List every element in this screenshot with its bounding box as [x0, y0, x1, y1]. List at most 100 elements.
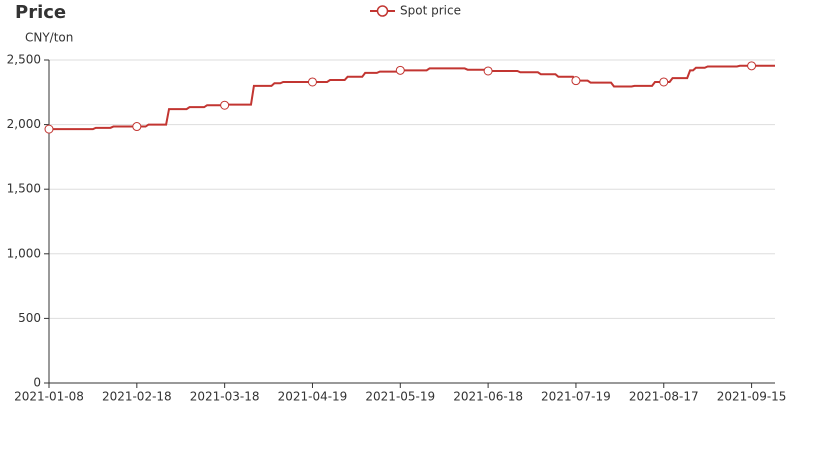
data-point [297, 81, 299, 83]
data-point [768, 65, 770, 67]
data-point [747, 61, 757, 71]
data-point [107, 127, 109, 129]
series-line [49, 64, 775, 131]
data-point [543, 73, 545, 75]
data-point [478, 69, 480, 71]
data-point [156, 124, 158, 126]
data-point [80, 128, 82, 130]
data-point [171, 108, 173, 110]
data-point [710, 65, 712, 67]
data-point [475, 69, 477, 71]
data-point [701, 67, 703, 69]
data-point [279, 82, 281, 84]
data-point [590, 82, 592, 84]
data-point [546, 73, 548, 75]
data-point [505, 70, 507, 72]
data-point [736, 65, 738, 67]
data-point [206, 104, 208, 106]
data-point [470, 69, 472, 71]
data-point [566, 76, 568, 78]
y-tick-label: 1,500 [7, 182, 41, 196]
data-point [244, 104, 246, 106]
data-point [238, 104, 240, 106]
data-point [672, 77, 674, 79]
legend-label: Spot price [400, 4, 461, 18]
data-point [142, 126, 144, 128]
data-point [648, 85, 650, 87]
data-point [361, 76, 363, 78]
data-point [54, 128, 56, 130]
data-point [628, 85, 630, 87]
data-point [139, 126, 141, 128]
data-point [680, 77, 682, 79]
data-point [762, 65, 764, 67]
data-point [598, 82, 600, 84]
data-point [273, 82, 275, 84]
data-point [645, 85, 647, 87]
data-point [320, 81, 322, 83]
data-point [364, 72, 366, 74]
data-point [540, 73, 542, 75]
x-tick-label: 2021-05-19 [365, 390, 435, 404]
data-point [631, 85, 633, 87]
data-point [516, 70, 518, 72]
x-tick-label: 2021-08-17 [629, 390, 699, 404]
data-point [153, 124, 155, 126]
data-point [578, 80, 580, 82]
data-point [508, 70, 510, 72]
data-point [625, 85, 627, 87]
data-point [431, 67, 433, 69]
data-point [326, 81, 328, 83]
data-point [563, 76, 565, 78]
x-tick-label: 2021-03-18 [190, 390, 260, 404]
data-point [493, 70, 495, 72]
data-point [220, 100, 230, 110]
data-point [426, 69, 428, 71]
y-axis-label: CNY/ton [25, 31, 73, 45]
data-point [115, 126, 117, 128]
data-point [411, 69, 413, 71]
data-point [408, 69, 410, 71]
data-point [402, 69, 404, 71]
data-point [44, 124, 54, 134]
data-point [95, 127, 97, 129]
data-point [203, 106, 205, 108]
data-point [382, 71, 384, 73]
data-point [307, 77, 317, 87]
data-point [461, 67, 463, 69]
data-point [186, 108, 188, 110]
x-tick-label: 2021-01-08 [14, 390, 84, 404]
data-point [569, 76, 571, 78]
data-point [98, 127, 100, 129]
data-point [347, 76, 349, 78]
data-point [499, 70, 501, 72]
data-point [168, 108, 170, 110]
data-point [452, 67, 454, 69]
data-point [232, 104, 234, 106]
data-point [262, 85, 264, 87]
data-point [92, 128, 94, 130]
data-point [601, 82, 603, 84]
data-point [467, 69, 469, 71]
data-point [373, 72, 375, 74]
y-tick-label: 2,000 [7, 117, 41, 131]
data-point [314, 81, 316, 83]
data-point [294, 81, 296, 83]
data-point [323, 81, 325, 83]
data-point [130, 126, 132, 128]
data-point [329, 79, 331, 81]
data-point [268, 85, 270, 87]
legend-symbol [376, 5, 389, 17]
data-point [148, 124, 150, 126]
x-tick-label: 2021-09-15 [717, 390, 787, 404]
data-point [300, 81, 302, 83]
data-point [177, 108, 179, 110]
data-point [692, 69, 694, 71]
data-point [235, 104, 237, 106]
data-point [385, 71, 387, 73]
data-point [651, 85, 653, 87]
data-point [104, 127, 106, 129]
data-point [183, 108, 185, 110]
data-point [633, 85, 635, 87]
data-point [77, 128, 79, 130]
